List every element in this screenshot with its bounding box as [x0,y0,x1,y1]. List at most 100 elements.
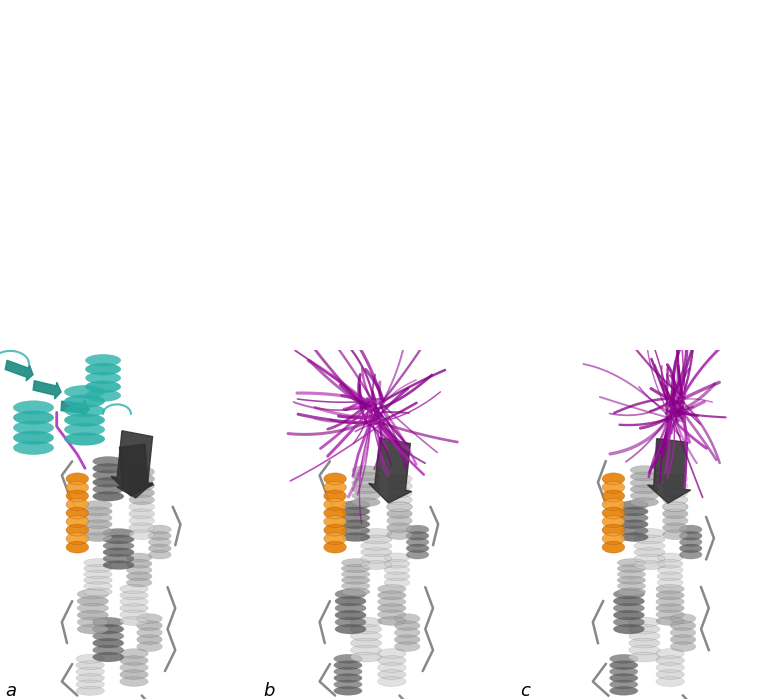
Ellipse shape [126,578,152,587]
Ellipse shape [387,502,413,512]
Ellipse shape [406,538,429,547]
Ellipse shape [93,645,124,655]
Ellipse shape [378,617,406,626]
Ellipse shape [137,628,163,637]
Ellipse shape [620,526,648,535]
Ellipse shape [149,525,171,534]
Ellipse shape [341,526,370,535]
Ellipse shape [618,588,646,596]
Ellipse shape [120,591,148,600]
Ellipse shape [656,604,684,612]
Ellipse shape [620,533,648,542]
Ellipse shape [351,631,382,641]
Ellipse shape [628,638,660,648]
Ellipse shape [149,531,171,540]
Ellipse shape [670,628,696,637]
Ellipse shape [361,541,392,550]
Ellipse shape [335,617,366,627]
Ellipse shape [84,533,112,542]
Ellipse shape [120,610,148,619]
Ellipse shape [93,617,124,627]
Ellipse shape [351,652,382,662]
Ellipse shape [663,488,688,498]
Ellipse shape [620,507,648,516]
Ellipse shape [630,466,659,475]
Ellipse shape [663,509,688,519]
Ellipse shape [628,631,660,641]
Ellipse shape [64,404,105,417]
Ellipse shape [656,677,684,686]
Ellipse shape [66,507,89,519]
Ellipse shape [85,380,121,393]
Ellipse shape [341,533,370,542]
Ellipse shape [610,661,638,670]
Ellipse shape [406,550,429,559]
Ellipse shape [602,473,625,485]
Ellipse shape [680,538,702,547]
Ellipse shape [324,498,347,510]
Ellipse shape [628,645,660,655]
Ellipse shape [324,524,347,536]
Ellipse shape [378,597,406,606]
Ellipse shape [680,550,702,559]
Ellipse shape [103,535,134,544]
Ellipse shape [610,654,638,663]
Ellipse shape [120,656,148,665]
Ellipse shape [663,530,688,540]
Ellipse shape [384,578,409,587]
Ellipse shape [129,523,155,533]
Ellipse shape [120,617,148,626]
Ellipse shape [602,482,625,493]
Ellipse shape [334,686,362,696]
Ellipse shape [126,572,152,581]
Ellipse shape [610,667,638,676]
Ellipse shape [610,686,638,696]
Ellipse shape [149,544,171,553]
Ellipse shape [66,524,89,536]
Ellipse shape [361,535,392,544]
Ellipse shape [378,663,406,672]
FancyArrow shape [368,438,412,503]
Ellipse shape [341,576,370,584]
Ellipse shape [352,478,380,487]
Ellipse shape [630,478,659,487]
Ellipse shape [610,680,638,689]
Ellipse shape [663,516,688,526]
Ellipse shape [620,500,648,510]
Ellipse shape [66,473,89,485]
Ellipse shape [84,520,112,528]
Ellipse shape [93,477,124,487]
Ellipse shape [335,589,366,599]
Ellipse shape [395,628,420,637]
Ellipse shape [384,572,409,581]
Ellipse shape [103,528,134,538]
Ellipse shape [351,617,382,627]
Ellipse shape [618,570,646,579]
Ellipse shape [618,565,646,572]
Ellipse shape [120,604,148,612]
Ellipse shape [378,656,406,665]
Ellipse shape [602,507,625,519]
Ellipse shape [129,481,155,491]
Ellipse shape [663,481,688,491]
Ellipse shape [352,491,380,500]
Ellipse shape [324,507,347,519]
Ellipse shape [129,488,155,498]
Ellipse shape [76,667,104,676]
Ellipse shape [129,474,155,484]
Ellipse shape [120,663,148,672]
Ellipse shape [352,472,380,481]
Ellipse shape [656,591,684,600]
Ellipse shape [670,635,696,644]
Ellipse shape [84,507,112,516]
Ellipse shape [630,472,659,481]
Ellipse shape [324,490,347,502]
Ellipse shape [387,502,413,512]
Ellipse shape [602,498,625,510]
Ellipse shape [610,674,638,682]
Ellipse shape [66,498,89,510]
Ellipse shape [103,554,134,563]
Ellipse shape [93,631,124,641]
Ellipse shape [634,548,665,556]
Ellipse shape [406,544,429,553]
